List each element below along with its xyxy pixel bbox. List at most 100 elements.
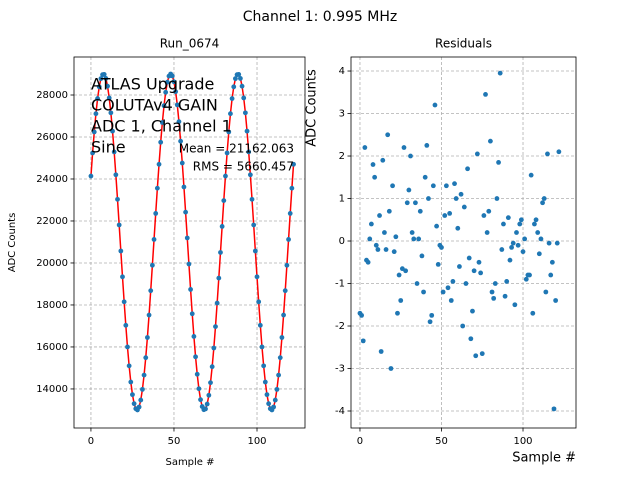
data-point (474, 151, 480, 157)
data-point (276, 372, 281, 378)
data-point (126, 363, 132, 369)
data-point (396, 272, 402, 278)
data-point (377, 213, 382, 218)
data-point (179, 160, 185, 166)
data-point (174, 102, 180, 108)
data-point (372, 174, 378, 180)
data-point (382, 230, 387, 235)
data-point (158, 139, 164, 145)
data-point (380, 157, 386, 163)
plot-area (357, 70, 562, 412)
data-point (413, 200, 418, 206)
data-point (528, 172, 534, 178)
data-point (247, 172, 253, 178)
data-point (101, 72, 107, 77)
y-tick-label: 1 (339, 194, 345, 205)
data-point (501, 221, 506, 227)
data-point (505, 215, 511, 221)
data-point (417, 208, 423, 214)
data-point (111, 149, 117, 155)
data-point (398, 298, 404, 303)
data-point (120, 274, 125, 280)
data-point (496, 159, 501, 165)
data-point (261, 363, 267, 369)
data-point (173, 89, 179, 95)
data-point (229, 96, 235, 101)
data-point (427, 319, 433, 325)
data-point (460, 323, 466, 329)
data-point (406, 187, 412, 193)
data-point (239, 83, 245, 89)
data-point (523, 276, 529, 282)
data-point (455, 225, 461, 231)
data-point (370, 162, 376, 167)
data-point (479, 351, 485, 357)
data-point (218, 250, 223, 255)
data-point (439, 244, 444, 250)
data-point (421, 289, 426, 295)
data-point (184, 235, 190, 241)
data-point (541, 196, 547, 201)
data-point (445, 285, 451, 291)
data-point (515, 242, 521, 248)
data-point (393, 234, 399, 240)
annotation: Sine (91, 138, 126, 157)
y-tick-label: 28000 (36, 90, 68, 101)
data-point (236, 72, 242, 77)
y-tick-label: 16000 (36, 342, 68, 353)
y-tick-label: -4 (335, 406, 345, 417)
data-point (138, 397, 144, 403)
data-point (499, 247, 505, 252)
data-point (408, 153, 413, 159)
data-point (362, 145, 368, 150)
x-axis-label: Sample # (512, 451, 576, 466)
data-point (223, 173, 228, 179)
x-axis-label: Sample # (165, 457, 214, 468)
data-point (96, 84, 102, 90)
y-tick-label: 24000 (36, 174, 68, 185)
data-point (257, 322, 263, 328)
data-point (171, 79, 177, 85)
data-point (486, 208, 492, 214)
data-point (532, 221, 537, 227)
data-point (272, 397, 278, 403)
data-point (465, 166, 470, 172)
axes-title: Run_0674 (160, 37, 220, 51)
data-point (159, 120, 165, 125)
data-point (536, 251, 542, 257)
data-point (540, 200, 545, 206)
y-tick-label: 14000 (36, 384, 68, 395)
data-point (509, 244, 514, 250)
data-point (289, 185, 295, 191)
data-point (121, 299, 127, 305)
data-point (510, 240, 516, 246)
data-point (128, 379, 134, 385)
data-point (281, 312, 286, 318)
data-point (154, 185, 160, 191)
axes-title: Residuals (435, 37, 492, 51)
data-point (390, 183, 395, 189)
data-point (264, 392, 270, 398)
data-point (244, 128, 250, 134)
data-point (161, 103, 167, 109)
data-point (458, 191, 464, 197)
data-point (203, 406, 208, 412)
data-point (153, 211, 159, 216)
data-point (545, 151, 550, 157)
data-point (424, 142, 430, 148)
x-tick-label: 0 (357, 436, 363, 447)
data-point (432, 102, 438, 108)
data-point (461, 204, 467, 210)
data-point (448, 298, 454, 303)
data-point (231, 84, 237, 90)
data-point (481, 213, 487, 218)
data-point (530, 310, 536, 316)
data-point (497, 70, 503, 76)
stat-label: RMS = 5660.457 (193, 160, 294, 174)
data-point (365, 259, 371, 265)
data-point (429, 312, 435, 318)
data-point (419, 253, 425, 259)
plot-area (88, 71, 296, 413)
data-point (548, 272, 554, 278)
